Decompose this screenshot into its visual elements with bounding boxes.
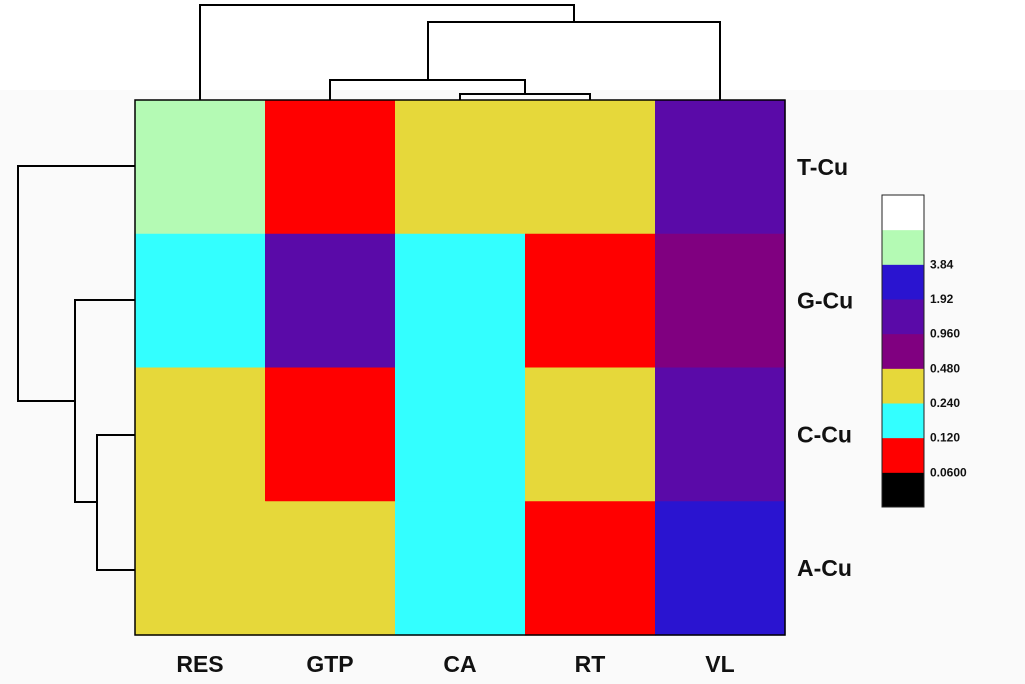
y-tick-label: C-Cu: [797, 421, 852, 447]
color-legend: 0.0600 0.120 0.240 0.480 0.960 1.92 3.84: [881, 194, 967, 508]
cell-g-cu-res: [135, 233, 266, 369]
legend-swatch: [882, 229, 924, 265]
dendro-link-vl: [427, 21, 721, 100]
dendro-link-c-a: [96, 434, 135, 571]
x-axis-labels: RES GTP CA RT VL: [176, 651, 734, 677]
cell-c-cu-ca: [395, 367, 526, 502]
legend-swatch: [882, 368, 924, 404]
cell-t-cu-res: [135, 100, 266, 235]
cell-a-cu-ca: [395, 501, 526, 636]
dendro-link-res: [199, 4, 575, 100]
cell-c-cu-gtp: [265, 367, 396, 502]
cell-g-cu-gtp: [265, 233, 396, 369]
dendro-link-ca-rt: [459, 93, 591, 100]
y-tick-label: A-Cu: [797, 555, 852, 581]
x-tick-label: VL: [705, 651, 734, 677]
legend-swatch: [882, 333, 924, 369]
x-tick-label: RES: [176, 651, 223, 677]
legend-tick-label: 3.84: [930, 257, 954, 271]
row-dendrogram: [17, 165, 135, 571]
legend-swatch: [882, 403, 924, 439]
cell-t-cu-vl: [655, 100, 786, 235]
cell-a-cu-gtp: [265, 501, 396, 636]
cell-a-cu-res: [135, 501, 266, 636]
heatmap-cells: [135, 100, 786, 636]
cell-c-cu-rt: [525, 367, 656, 502]
y-tick-label: T-Cu: [797, 154, 848, 180]
legend-swatch: [882, 264, 924, 300]
y-axis-labels: T-Cu G-Cu C-Cu A-Cu: [797, 154, 853, 581]
legend-frame: [881, 194, 925, 508]
cell-a-cu-rt: [525, 501, 656, 636]
legend-tick-label: 0.0600: [930, 465, 967, 479]
legend-tick-label: 0.960: [930, 327, 960, 341]
y-tick-label: G-Cu: [797, 288, 853, 314]
cell-t-cu-gtp: [265, 100, 396, 235]
x-tick-label: GTP: [306, 651, 353, 677]
cell-a-cu-vl: [655, 501, 786, 636]
cell-g-cu-rt: [525, 233, 656, 369]
dendro-link-t: [17, 165, 135, 402]
cell-c-cu-vl: [655, 367, 786, 502]
cell-g-cu-vl: [655, 233, 786, 369]
cell-t-cu-rt: [525, 100, 656, 235]
x-tick-label: CA: [443, 651, 476, 677]
background-top: [0, 0, 1025, 90]
legend-swatch: [882, 437, 924, 473]
cell-c-cu-res: [135, 367, 266, 502]
legend-swatch: [882, 195, 924, 231]
legend-tick-label: 0.240: [930, 396, 960, 410]
legend-tick-label: 0.480: [930, 361, 960, 375]
x-tick-label: RT: [575, 651, 606, 677]
cell-g-cu-ca: [395, 233, 526, 369]
column-dendrogram: [199, 4, 721, 100]
legend-tick-label: 1.92: [930, 292, 954, 306]
legend-swatch: [882, 472, 924, 508]
dendro-link-g-ca: [74, 299, 135, 503]
cell-t-cu-ca: [395, 100, 526, 235]
legend-swatch: [882, 299, 924, 335]
legend-tick-label: 0.120: [930, 431, 960, 445]
dendro-link-gtp-cart: [329, 79, 526, 100]
